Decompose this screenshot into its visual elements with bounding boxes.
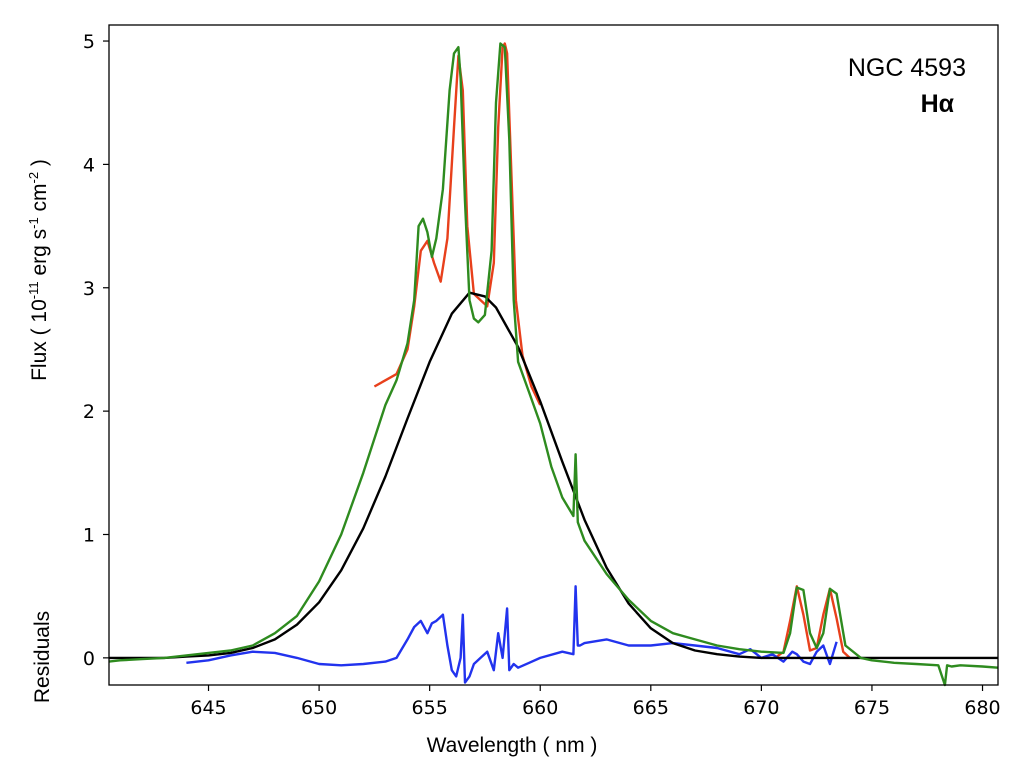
series-layer [108, 42, 999, 687]
y-tick-label: 1 [83, 524, 95, 546]
y-tick-label: 5 [83, 31, 95, 53]
x-tick-label: 650 [301, 697, 337, 719]
y-tick-label: 4 [83, 154, 95, 176]
observed-flux-line [108, 42, 999, 687]
y-tick-label: 0 [83, 648, 95, 670]
y-axis-mid-1: erg s [28, 229, 51, 282]
y-axis-end: ) [28, 159, 51, 172]
residuals-label: Residuals [31, 611, 54, 703]
y-tick-label: 3 [83, 278, 95, 300]
y-tick-label: 2 [83, 401, 95, 423]
broad-gaussian-fit [109, 291, 998, 660]
y-axis-label: Flux ( 10-11 erg s-1 cm-2 ) [26, 159, 51, 381]
x-tick-label: 660 [522, 697, 558, 719]
x-tick-label: 655 [412, 697, 448, 719]
x-axis-label: Wavelength ( nm ) [427, 734, 598, 757]
line-name-annotation: Hα [921, 90, 955, 118]
tick-layer: 645 650 655 660 665 670 675 680 0 1 2 3 4 5 [83, 31, 1001, 719]
y-axis-exp-1: -11 [26, 281, 41, 299]
y-axis-mid-2: cm [28, 183, 51, 217]
residuals-line [186, 585, 838, 684]
x-tick-label: 665 [633, 697, 669, 719]
object-name-annotation: NGC 4593 [848, 54, 966, 82]
x-tick-label: 670 [743, 697, 779, 719]
x-tick-label: 675 [854, 697, 890, 719]
x-tick-label: 680 [964, 697, 1000, 719]
y-axis-exp-2: -1 [26, 217, 41, 229]
x-tick-label: 645 [190, 697, 226, 719]
y-axis-exp-3: -2 [26, 172, 41, 184]
plot-frame [108, 24, 999, 686]
